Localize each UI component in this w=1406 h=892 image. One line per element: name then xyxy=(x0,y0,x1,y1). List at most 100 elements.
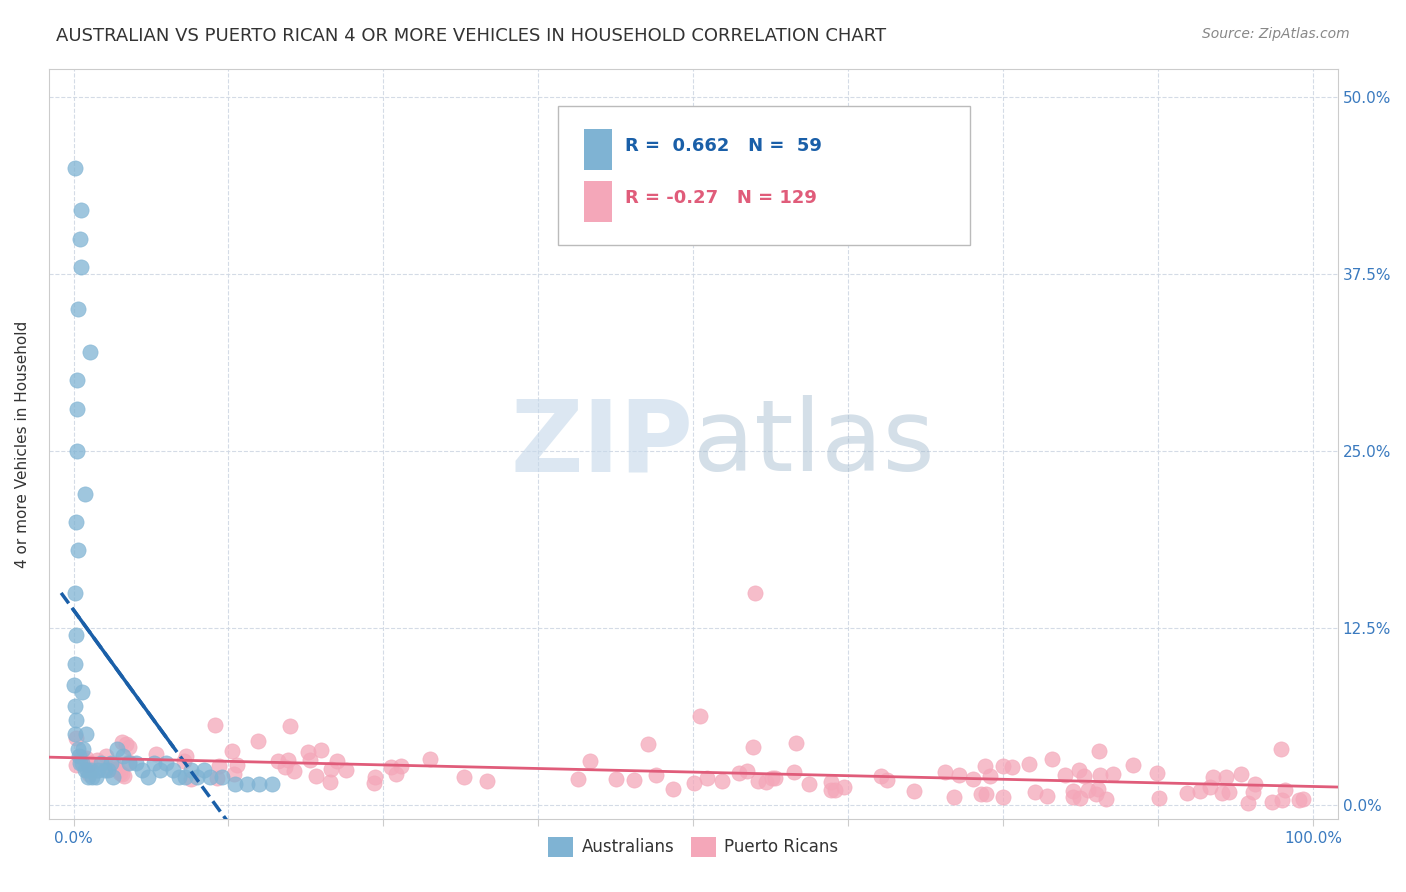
Point xyxy=(744,585,766,599)
Point xyxy=(107,764,129,778)
Point xyxy=(236,777,259,791)
Point xyxy=(105,763,128,777)
Point xyxy=(363,770,385,784)
Point xyxy=(979,769,1001,783)
Point xyxy=(90,756,112,770)
Point xyxy=(211,770,233,784)
Point xyxy=(79,344,101,359)
Point xyxy=(103,770,125,784)
Point xyxy=(1062,790,1084,805)
Text: R = -0.27   N = 129: R = -0.27 N = 129 xyxy=(624,189,817,208)
Point xyxy=(75,751,97,765)
Point xyxy=(75,727,97,741)
Point xyxy=(1241,784,1264,798)
Bar xyxy=(583,128,612,169)
Point xyxy=(1146,765,1168,780)
Point xyxy=(1215,770,1237,784)
Point xyxy=(696,771,718,785)
Point xyxy=(105,741,128,756)
Point xyxy=(118,755,141,769)
Point xyxy=(70,203,93,218)
Point xyxy=(948,768,970,782)
Point xyxy=(1095,792,1118,806)
Point xyxy=(65,161,87,175)
Point xyxy=(186,770,208,784)
Point xyxy=(384,767,406,781)
Point xyxy=(63,657,86,671)
Point xyxy=(741,740,763,755)
Point xyxy=(682,776,704,790)
Point xyxy=(208,758,231,772)
Point xyxy=(198,770,221,784)
Point xyxy=(1101,767,1123,781)
Point xyxy=(86,753,108,767)
Point xyxy=(962,772,984,787)
Point xyxy=(124,756,146,770)
Point xyxy=(70,260,93,274)
Point xyxy=(204,717,226,731)
Point xyxy=(112,748,135,763)
Point xyxy=(73,763,96,777)
Point xyxy=(65,515,87,529)
Point xyxy=(205,771,228,785)
Point xyxy=(65,585,87,599)
Point xyxy=(1211,786,1233,800)
Point xyxy=(226,758,249,772)
Point xyxy=(623,773,645,788)
Point xyxy=(79,767,101,781)
Point xyxy=(755,775,778,789)
Point xyxy=(267,755,290,769)
Point xyxy=(63,678,86,692)
Point xyxy=(155,756,177,770)
Point xyxy=(224,777,246,791)
Point xyxy=(363,776,385,790)
Point xyxy=(1218,785,1240,799)
Point xyxy=(1077,783,1099,797)
Point xyxy=(1291,792,1313,806)
Point xyxy=(65,758,87,772)
Point xyxy=(297,746,319,760)
Point xyxy=(246,734,269,748)
Point xyxy=(69,750,91,764)
Point xyxy=(145,747,167,761)
Point xyxy=(824,783,846,797)
Point xyxy=(66,401,89,416)
Point xyxy=(1270,742,1292,756)
Point xyxy=(1087,781,1109,796)
Point xyxy=(710,773,733,788)
Bar xyxy=(583,181,612,222)
Point xyxy=(974,787,997,801)
Point xyxy=(1122,758,1144,772)
Point xyxy=(728,766,751,780)
Point xyxy=(1261,795,1284,809)
Point xyxy=(174,749,197,764)
Point xyxy=(1274,783,1296,797)
Point xyxy=(278,719,301,733)
Point xyxy=(1188,784,1211,798)
Point xyxy=(689,709,711,723)
Point xyxy=(136,770,159,784)
Point xyxy=(453,770,475,784)
Point xyxy=(298,754,321,768)
Point xyxy=(67,543,90,558)
Point xyxy=(579,754,602,768)
Point xyxy=(1000,760,1022,774)
Point xyxy=(63,699,86,714)
Point xyxy=(110,767,132,781)
Point xyxy=(118,740,141,755)
Point xyxy=(662,781,685,796)
Point xyxy=(277,753,299,767)
Point xyxy=(79,756,101,771)
Point xyxy=(335,763,357,777)
Point xyxy=(80,763,103,777)
Point xyxy=(970,787,993,801)
Point xyxy=(799,777,821,791)
Point xyxy=(283,764,305,778)
Point xyxy=(735,764,758,778)
Point xyxy=(93,763,115,777)
Point xyxy=(162,763,184,777)
Point xyxy=(1244,777,1267,791)
Point xyxy=(305,769,328,783)
Point xyxy=(747,773,769,788)
Point xyxy=(1084,787,1107,801)
